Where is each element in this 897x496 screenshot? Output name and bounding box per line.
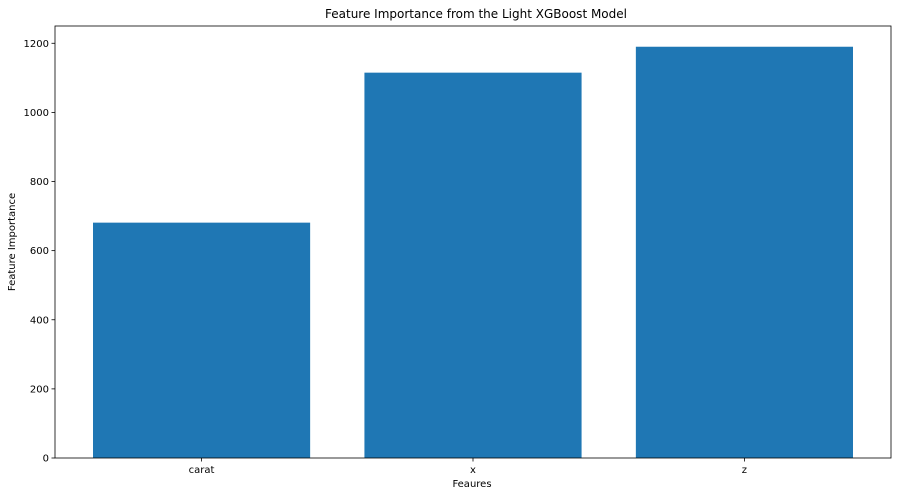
y-tick-label: 800 <box>30 177 49 188</box>
x-axis-ticks: carat x z <box>189 458 747 476</box>
y-tick-label: 1200 <box>24 39 49 50</box>
x-tick-label: carat <box>189 465 215 476</box>
y-tick-label: 0 <box>43 454 49 465</box>
bar-carat <box>93 222 311 458</box>
y-axis-label: Feature Importance <box>7 193 18 291</box>
bars-group <box>93 46 853 459</box>
bar-z <box>635 46 853 459</box>
x-tick-label: x <box>470 465 476 476</box>
y-tick-label: 400 <box>30 315 49 326</box>
x-axis-label: Feaures <box>452 479 491 490</box>
x-tick-label: z <box>742 465 747 476</box>
chart-title: Feature Importance from the Light XGBoos… <box>325 7 627 21</box>
y-tick-label: 200 <box>30 384 49 395</box>
bar-x <box>364 72 582 458</box>
y-tick-label: 600 <box>30 246 49 257</box>
y-axis-ticks: 0 200 400 600 800 1000 1200 <box>24 39 55 465</box>
y-tick-label: 1000 <box>24 108 49 119</box>
plot-frame <box>54 25 892 459</box>
